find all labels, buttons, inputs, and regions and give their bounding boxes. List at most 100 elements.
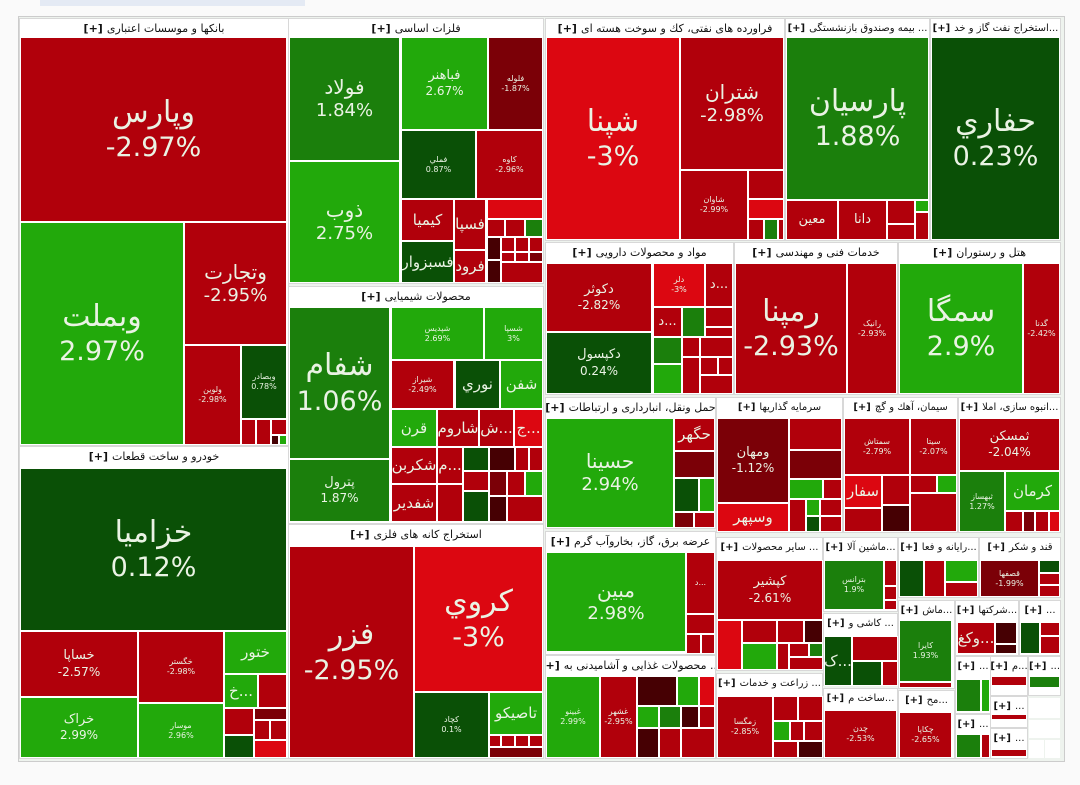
stock-tile-small[interactable]: [991, 749, 1027, 757]
stock-tile-small[interactable]: [981, 679, 990, 712]
stock-tile-small[interactable]: [463, 447, 489, 471]
stock-tile-small[interactable]: [529, 735, 543, 747]
stock-tile[interactable]: سفار: [844, 475, 882, 508]
sector-header[interactable]: حمل ونقل، انبارداری و ارتباطات [+]: [546, 398, 715, 417]
sector-header[interactable]: ... [+]: [1029, 657, 1060, 676]
stock-tile[interactable]: ذوب 2.75%: [289, 161, 400, 283]
stock-tile-small[interactable]: [258, 674, 287, 708]
stock-tile-small[interactable]: [501, 237, 515, 252]
stock-tile[interactable]: وبصادر 0.78%: [241, 345, 287, 419]
stock-tile-small[interactable]: [463, 471, 489, 491]
expand-sector-button[interactable]: [+]: [752, 246, 772, 259]
expand-sector-button[interactable]: [+]: [932, 23, 951, 34]
expand-sector-button[interactable]: [+]: [960, 402, 979, 413]
stock-tile-small[interactable]: [991, 676, 1027, 686]
stock-tile-small[interactable]: [694, 512, 715, 528]
sector-header[interactable]: سیمان، آهك و گچ [+]: [844, 398, 957, 417]
stock-tile[interactable]: وپارس -2.97%: [20, 37, 287, 222]
stock-tile-small[interactable]: [463, 491, 489, 522]
stock-tile[interactable]: زمگسا -2.85%: [717, 696, 773, 758]
stock-tile-small[interactable]: [884, 560, 897, 586]
stock-tile-small[interactable]: [742, 643, 777, 670]
expand-sector-button[interactable]: [+]: [900, 542, 918, 553]
stock-tile-small[interactable]: [224, 735, 254, 758]
stock-tile-small[interactable]: [515, 252, 529, 262]
sector-header[interactable]: ... [+]: [1020, 601, 1060, 620]
expand-sector-button[interactable]: [+]: [825, 542, 843, 553]
stock-tile-small[interactable]: [659, 706, 681, 728]
stock-tile-small[interactable]: [823, 479, 842, 499]
stock-tile[interactable]: ولوین -2.98%: [184, 345, 241, 445]
sector-header[interactable]: ... محصولات غذایی و آشامیدنی به[+]: [546, 656, 715, 675]
stock-tile-small[interactable]: [529, 252, 543, 262]
stock-tile-small[interactable]: [681, 706, 699, 728]
stock-tile[interactable]: سیتا -2.07%: [910, 418, 957, 475]
stock-tile[interactable]: گدنا -2.42%: [1023, 263, 1060, 394]
stock-tile[interactable]: ومهان -1.12%: [717, 418, 789, 503]
stock-tile-small[interactable]: [820, 499, 842, 516]
stock-tile-small[interactable]: [487, 260, 501, 283]
expand-sector-button[interactable]: [+]: [361, 290, 381, 303]
expand-sector-button[interactable]: [+]: [957, 661, 975, 672]
stock-tile[interactable]: چدن -2.53%: [824, 710, 897, 758]
stock-tile[interactable]: کایرا 1.93%: [899, 620, 952, 682]
stock-tile-small[interactable]: [910, 493, 957, 532]
stock-tile[interactable]: کپشیر -2.61%: [717, 560, 823, 620]
stock-tile-small[interactable]: [489, 747, 543, 758]
stock-tile-small[interactable]: [1029, 676, 1060, 688]
stock-tile-small[interactable]: [699, 706, 715, 728]
stock-tile-small[interactable]: [887, 200, 915, 224]
stock-tile[interactable]: کرمان: [1005, 471, 1060, 511]
stock-tile[interactable]: شپدیس 2.69%: [391, 307, 484, 360]
stock-tile[interactable]: خ...: [224, 674, 258, 708]
stock-tile-small[interactable]: [700, 357, 718, 375]
stock-tile-small[interactable]: [637, 706, 659, 728]
stock-tile-small[interactable]: [806, 516, 820, 532]
stock-tile-small[interactable]: [789, 418, 842, 450]
stock-tile[interactable]: شاروم: [437, 409, 479, 447]
stock-tile-small[interactable]: [224, 708, 254, 735]
stock-tile[interactable]: فلوله -1.87%: [488, 37, 543, 130]
stock-tile[interactable]: حفاري 0.23%: [931, 37, 1060, 240]
stock-tile[interactable]: فملي 0.87%: [401, 130, 476, 199]
stock-tile-small[interactable]: [677, 676, 699, 706]
stock-tile[interactable]: خساپا -2.57%: [20, 631, 138, 697]
stock-tile[interactable]: شفام 1.06%: [289, 307, 390, 459]
stock-tile-small[interactable]: [254, 720, 270, 740]
stock-tile-small[interactable]: [525, 219, 543, 237]
sector-header[interactable]: ...انبوه سازی، املا [+]: [959, 398, 1060, 417]
sector-header[interactable]: هتل و رستوران [+]: [899, 243, 1060, 262]
stock-tile-small[interactable]: [915, 200, 929, 212]
stock-tile[interactable]: نوري: [455, 360, 500, 409]
expand-sector-button[interactable]: [+]: [1029, 661, 1047, 672]
stock-tile-small[interactable]: [1039, 585, 1060, 597]
stock-tile-small[interactable]: [682, 337, 700, 357]
stock-tile-small[interactable]: [844, 508, 882, 532]
stock-tile-small[interactable]: [1005, 511, 1023, 532]
stock-tile[interactable]: شیراز -2.49%: [391, 360, 454, 409]
stock-tile-small[interactable]: [789, 657, 823, 670]
stock-tile[interactable]: ثبهساز 1.27%: [959, 471, 1005, 532]
stock-tile-small[interactable]: [789, 450, 842, 479]
stock-tile[interactable]: خزامیا 0.12%: [20, 468, 287, 631]
sector-header[interactable]: فلزات اساسی [+]: [289, 19, 543, 38]
expand-sector-button[interactable]: [+]: [546, 401, 565, 414]
expand-sector-button[interactable]: [+]: [83, 22, 103, 35]
stock-tile-small[interactable]: [717, 620, 742, 670]
expand-sector-button[interactable]: [+]: [546, 659, 560, 672]
stock-tile-small[interactable]: [686, 634, 701, 654]
stock-tile[interactable]: شپنا -3%: [546, 37, 680, 240]
stock-tile-small[interactable]: [764, 219, 778, 240]
sector-header[interactable]: ... [+]: [956, 657, 990, 676]
stock-tile-small[interactable]: [705, 307, 733, 327]
stock-tile[interactable]: غشهر -2.95%: [600, 676, 637, 758]
stock-tile-small[interactable]: [899, 560, 924, 597]
stock-tile[interactable]: کاوه -2.96%: [476, 130, 543, 199]
stock-tile[interactable]: وبملت 2.97%: [20, 222, 184, 445]
stock-tile-small[interactable]: [991, 714, 1027, 720]
stock-tile-small[interactable]: [682, 357, 700, 394]
stock-tile-small[interactable]: [487, 237, 501, 260]
sector-header[interactable]: ...رایانه و فعا [+]: [899, 538, 978, 557]
expand-sector-button[interactable]: [+]: [350, 528, 370, 541]
stock-tile-small[interactable]: [1045, 740, 1060, 758]
